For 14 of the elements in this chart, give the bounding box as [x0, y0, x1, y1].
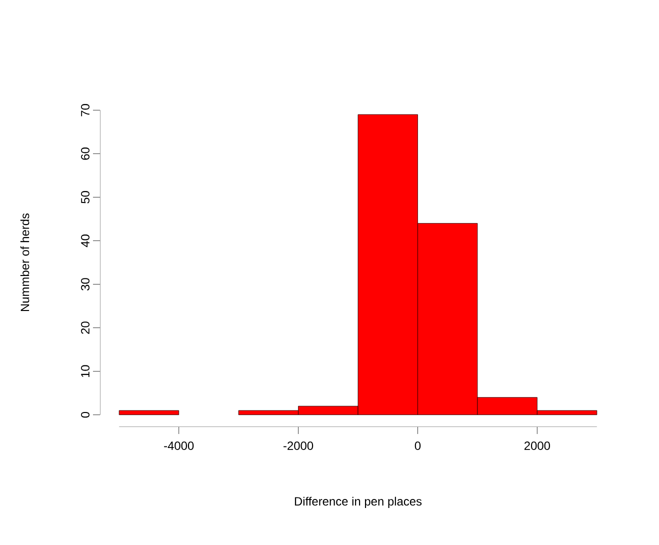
x-tick-label: -4000: [164, 442, 194, 450]
x-axis-title: Difference in pen places: [294, 496, 422, 508]
y-tick-label: 70: [81, 104, 90, 116]
y-tick-label: 20: [81, 322, 90, 334]
y-axis-title: Nummber of herds: [20, 213, 30, 312]
x-tick-label: 2000: [524, 442, 550, 450]
y-tick-label: 30: [81, 278, 90, 290]
y-tick-label: 40: [81, 234, 90, 248]
x-tick-label: -2000: [284, 442, 314, 450]
y-tick-label: 0: [81, 412, 90, 418]
x-tick-label: 0: [414, 442, 421, 450]
y-tick-label: 60: [81, 148, 90, 160]
y-tick-label: 50: [81, 191, 90, 204]
y-tick-label: 10: [81, 365, 90, 378]
